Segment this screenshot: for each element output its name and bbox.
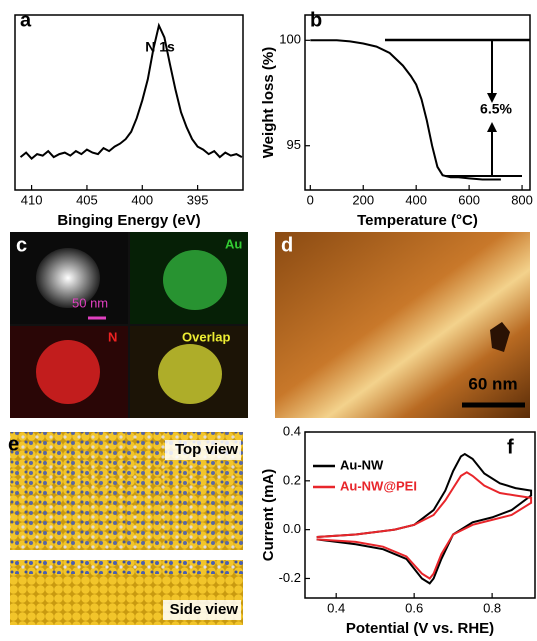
legend-label: Au-NW@PEI <box>340 478 417 493</box>
y-tick-label: 0.2 <box>283 472 301 487</box>
x-axis-title: Potential (V vs. RHE) <box>346 620 494 637</box>
overlap-label: Overlap <box>182 329 230 344</box>
panel-label: d <box>281 234 293 256</box>
b-annotations <box>385 38 530 177</box>
y-tick-label: 100 <box>279 32 301 47</box>
panel-label: c <box>16 234 27 256</box>
overlap-map <box>158 344 222 404</box>
x-tick-label: 0 <box>307 192 314 207</box>
x-tick-label: 405 <box>76 192 98 207</box>
x-tick-label: 400 <box>405 192 427 207</box>
y-tick-label: 0.4 <box>283 423 301 438</box>
y-tick-label: 95 <box>287 137 301 152</box>
y-axis-title: Weight loss (%) <box>260 47 277 158</box>
scale-label: 50 nm <box>72 295 108 310</box>
side-molecules <box>10 560 243 574</box>
x-axis-title: Binging Energy (eV) <box>57 212 200 229</box>
y-tick-label: -0.2 <box>279 570 301 585</box>
x-tick-label: 200 <box>352 192 374 207</box>
panel-d: d 60 nm <box>275 232 530 418</box>
x-tick-label: 800 <box>511 192 533 207</box>
label-bg <box>165 440 241 460</box>
plot-frame <box>14 14 244 191</box>
side-view-label: Side view <box>170 601 239 618</box>
data-line <box>19 22 243 160</box>
panel-e: e Top view Side view <box>8 432 243 625</box>
y-axis-title: Current (mA) <box>260 469 277 562</box>
afm-image <box>275 232 530 418</box>
particle <box>36 248 100 308</box>
annotation: 6.5% <box>480 101 512 117</box>
top-view-label: Top view <box>175 441 238 458</box>
plot-frame <box>304 14 531 191</box>
plot-frame <box>304 431 536 599</box>
x-tick-label: 0.8 <box>483 600 501 615</box>
label-bg <box>163 600 241 620</box>
data-line <box>316 452 533 585</box>
panel-label: f <box>507 436 514 458</box>
scale-label: 60 nm <box>468 374 517 393</box>
afm-hole <box>490 322 510 352</box>
arrow-head <box>487 122 497 132</box>
au-map <box>163 250 227 310</box>
data-line <box>310 39 501 181</box>
x-tick-label: 600 <box>458 192 480 207</box>
x-tick-label: 0.6 <box>405 600 423 615</box>
n-label: N <box>108 329 117 344</box>
panel-c: c 50 nm Au N Overlap <box>10 232 248 418</box>
au-label: Au <box>225 236 242 251</box>
panel-label: b <box>310 9 322 31</box>
x-tick-label: 400 <box>131 192 153 207</box>
panel-label: e <box>8 433 19 455</box>
x-tick-label: 410 <box>21 192 43 207</box>
y-tick-label: 0.0 <box>283 521 301 536</box>
arrow-head <box>487 93 497 103</box>
x-tick-label: 395 <box>187 192 209 207</box>
n-map <box>36 340 100 404</box>
x-tick-label: 0.4 <box>327 600 345 615</box>
annotation: N 1s <box>145 39 175 55</box>
x-axis-title: Temperature (°C) <box>357 212 478 229</box>
legend-label: Au-NW <box>340 457 384 472</box>
panel-label: a <box>20 9 32 31</box>
data-line <box>316 471 533 580</box>
